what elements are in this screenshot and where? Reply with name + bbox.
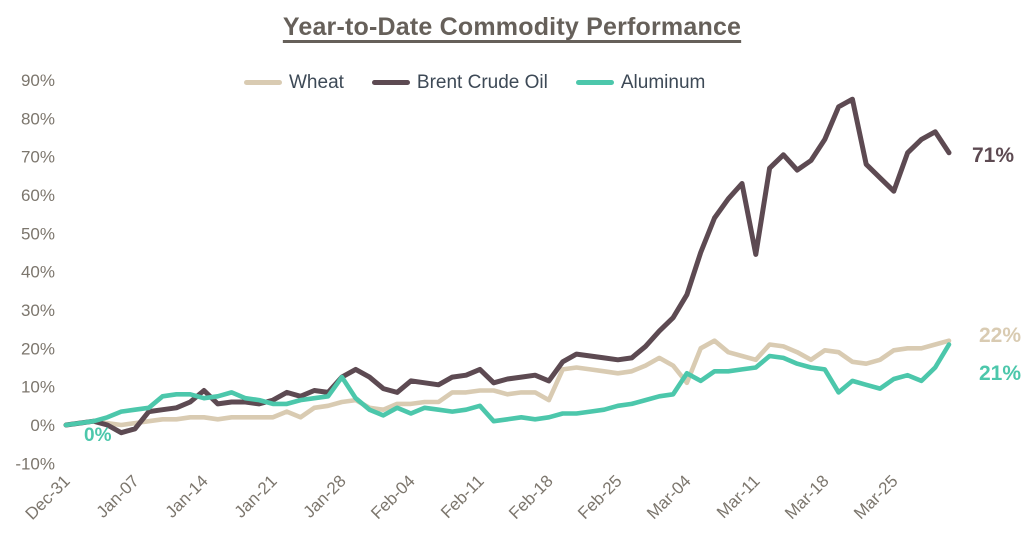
- x-axis-tick-label: Jan-14: [162, 471, 212, 521]
- y-axis-tick-label: 50%: [21, 224, 55, 243]
- y-axis-tick-label: 80%: [21, 109, 55, 128]
- wheat-legend-label: Wheat: [289, 72, 344, 93]
- aluminum-legend-swatch: [575, 80, 614, 85]
- wheat-line: [63, 338, 952, 428]
- y-axis-tick-label: -10%: [15, 454, 55, 473]
- y-axis-tick-label: 20%: [21, 339, 55, 358]
- aluminum-line: [63, 342, 952, 428]
- x-axis-tick-label: Feb-18: [505, 471, 557, 523]
- y-axis-tick-label: 60%: [21, 186, 55, 205]
- aluminum-legend-label: Aluminum: [620, 72, 706, 93]
- brent-crude-oil-legend-swatch: [371, 80, 410, 85]
- wheat-legend-swatch: [244, 80, 282, 85]
- y-axis-tick-label: 30%: [21, 301, 55, 320]
- legend-item-aluminum: Aluminum: [575, 72, 706, 93]
- aluminum-end-value-label: 21%: [979, 362, 1021, 385]
- legend-item-brent-crude-oil: Brent Crude Oil: [371, 72, 548, 93]
- x-axis-tick-label: Jan-28: [300, 471, 350, 521]
- wheat-end-value-label: 22%: [979, 324, 1021, 347]
- x-axis-tick-label: Mar-04: [643, 471, 695, 523]
- y-axis-tick-label: 90%: [21, 71, 55, 90]
- x-axis-tick-label: Jan-21: [231, 471, 281, 521]
- brent-crude-oil-line: [63, 96, 952, 436]
- legend-item-wheat: Wheat: [244, 73, 344, 92]
- x-axis-tick-label: Feb-25: [574, 471, 626, 523]
- y-axis-tick-label: 0%: [30, 416, 55, 435]
- chart-title: Year-to-Date Commodity Performance: [282, 13, 742, 41]
- aluminum-start-value-label: 0%: [84, 425, 112, 446]
- y-axis-tick-label: 10%: [21, 378, 55, 397]
- x-axis-tick-label: Feb-04: [367, 471, 419, 523]
- legend: Wheat Brent Crude Oil Aluminum: [244, 73, 705, 92]
- x-axis-tick-label: Mar-25: [850, 471, 902, 523]
- x-axis-tick-label: Feb-11: [437, 471, 488, 522]
- x-axis-tick-label: Jan-07: [93, 471, 143, 521]
- y-axis-tick-label: 70%: [21, 148, 55, 167]
- x-axis-tick-label: Mar-18: [781, 471, 833, 523]
- y-axis-tick-label: 40%: [21, 263, 55, 282]
- x-axis-tick-label: Dec-31: [22, 471, 74, 523]
- x-axis-tick-label: Mar-11: [713, 471, 764, 522]
- brent-crude-oil-end-value-label: 71%: [972, 144, 1014, 167]
- brent-crude-oil-legend-label: Brent Crude Oil: [416, 72, 548, 93]
